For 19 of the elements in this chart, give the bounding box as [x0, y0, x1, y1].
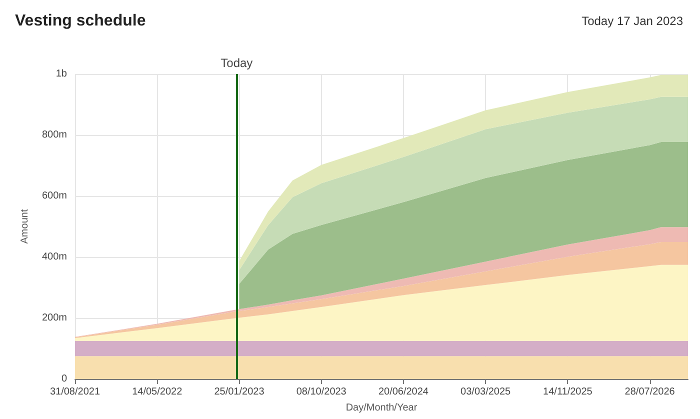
x-tick-label: 31/08/2021 [50, 386, 100, 398]
ref-line-label: Today [220, 56, 253, 70]
y-tick-label: 1b [56, 68, 68, 80]
x-tick-label: 08/10/2023 [296, 386, 347, 398]
y-tick-label: 600m [42, 190, 67, 202]
x-axis-title: Day/Month/Year [346, 402, 418, 414]
x-tick-label: 20/06/2024 [378, 386, 429, 398]
x-tick-label: 03/03/2025 [460, 386, 512, 398]
x-tick-label: 14/05/2022 [132, 386, 183, 398]
chart-title: Vesting schedule [15, 12, 146, 30]
y-tick-label: 400m [42, 252, 67, 262]
x-tick-label: 14/11/2025 [543, 386, 593, 398]
y-tick-label: 200m [42, 312, 67, 324]
x-tick-label: 28/07/2026 [624, 386, 676, 398]
y-axis-title: Amount [20, 209, 30, 244]
x-tick-label: 25/01/2023 [214, 386, 265, 398]
chart-subtitle: Today 17 Jan 2023 [582, 14, 684, 28]
y-tick-label: 0 [61, 374, 68, 384]
y-tick-label: 800m [42, 130, 67, 140]
